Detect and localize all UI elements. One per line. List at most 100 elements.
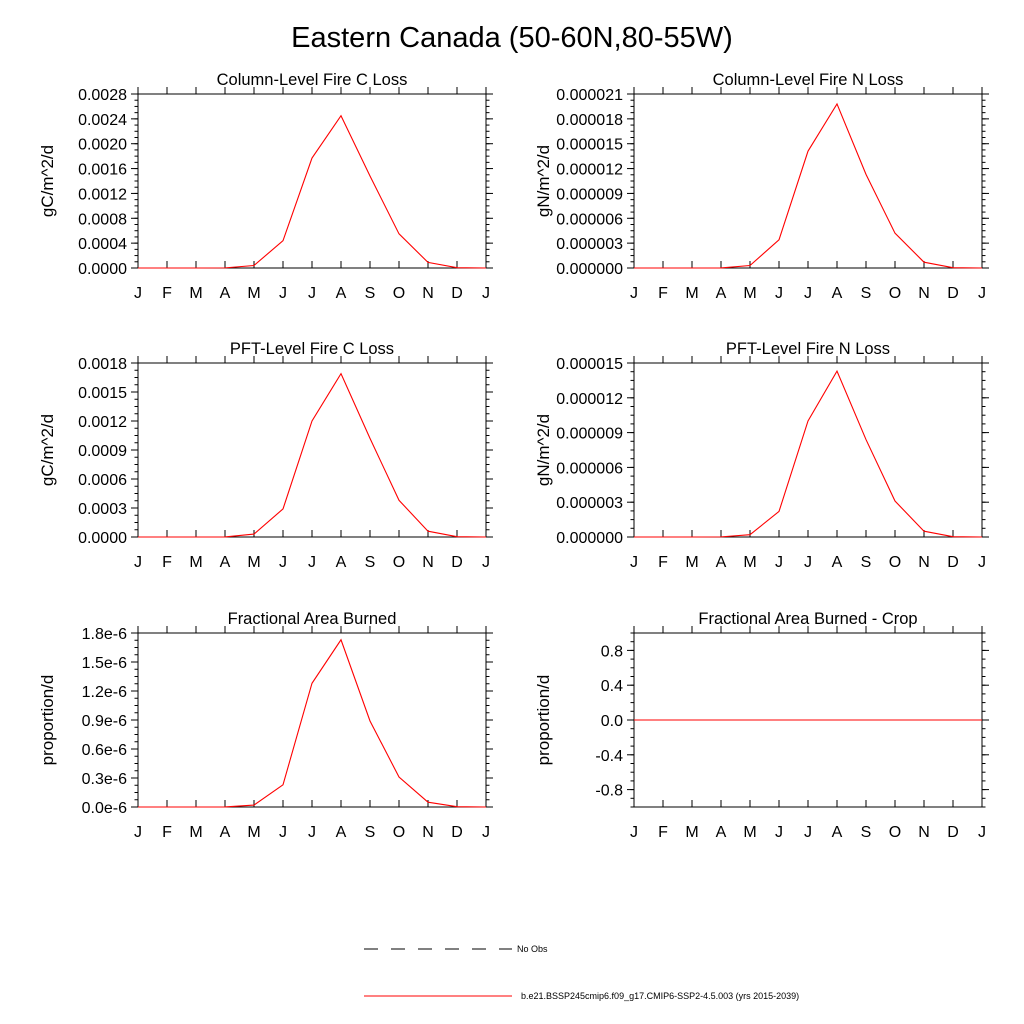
x-tick-label: D	[947, 554, 959, 571]
x-tick-label: J	[482, 285, 490, 302]
x-tick-label: M	[247, 554, 260, 571]
x-tick-label: D	[451, 554, 463, 571]
y-tick-label: 0.0024	[78, 112, 127, 129]
y-tick-label: 0.000015	[556, 137, 623, 154]
plot-frame	[137, 362, 487, 538]
x-tick-label: A	[336, 554, 347, 571]
y-tick-label: -0.8	[595, 783, 623, 800]
series-line-1	[138, 372, 487, 538]
chart-panel-6: Fractional Area Burned - Crop proportion/…	[534, 610, 989, 841]
y-tick-label: 0.0009	[78, 443, 127, 460]
x-tick-label: J	[482, 824, 490, 841]
x-tick-label: M	[189, 285, 202, 302]
x-tick-label: O	[889, 824, 901, 841]
x-tick-label: J	[804, 824, 812, 841]
x-tick-label: S	[365, 285, 376, 302]
chart-title: Column-Level Fire N Loss	[713, 71, 904, 89]
x-tick-label: A	[220, 285, 231, 302]
x-tick-label: D	[947, 285, 959, 302]
x-tick-label: M	[189, 554, 202, 571]
x-tick-label: F	[658, 285, 668, 302]
y-tick-label: 0.000000	[556, 261, 623, 278]
x-tick-label: J	[279, 824, 287, 841]
y-tick-label: 0.3e-6	[82, 771, 127, 788]
x-tick-label: J	[978, 824, 986, 841]
chart-title: PFT-Level Fire C Loss	[230, 340, 394, 358]
x-tick-label: J	[308, 554, 316, 571]
plot-frame	[633, 362, 983, 538]
y-tick-label: 0.0003	[78, 501, 127, 518]
y-tick-label: 0.000021	[556, 87, 623, 104]
y-tick-label: 0.000006	[556, 211, 623, 228]
x-tick-label: J	[134, 285, 142, 302]
y-tick-label: 0.0000	[78, 530, 127, 547]
x-tick-label: J	[978, 554, 986, 571]
series-line-1	[138, 638, 487, 808]
y-tick-label: 0.6e-6	[82, 742, 127, 759]
y-tick-label: 0.000018	[556, 112, 623, 129]
x-tick-label: M	[247, 824, 260, 841]
x-tick-label: M	[685, 824, 698, 841]
y-axis-label: gC/m^2/d	[38, 414, 57, 486]
legend-label-model: b.e21.BSSP245cmip6.f09_g17.CMIP6-SSP2-4.…	[521, 991, 799, 1001]
y-tick-label: 0.0028	[78, 87, 127, 104]
x-tick-label: J	[279, 554, 287, 571]
y-tick-label: 0.0018	[78, 356, 127, 373]
x-tick-label: F	[162, 285, 172, 302]
x-tick-label: A	[716, 285, 727, 302]
y-tick-label: 1.8e-6	[82, 626, 127, 643]
y-tick-label: 0.9e-6	[82, 713, 127, 730]
y-tick-label: 0.000012	[556, 391, 623, 408]
y-tick-label: 0.000015	[556, 356, 623, 373]
x-tick-label: J	[308, 824, 316, 841]
x-tick-label: D	[451, 285, 463, 302]
x-tick-label: M	[743, 554, 756, 571]
x-tick-label: J	[775, 285, 783, 302]
x-tick-label: F	[658, 554, 668, 571]
y-axis-label: gC/m^2/d	[38, 145, 57, 217]
y-tick-label: 0.000012	[556, 162, 623, 179]
x-tick-label: A	[716, 554, 727, 571]
y-tick-label: 0.000003	[556, 236, 623, 253]
y-tick-label: 0.000006	[556, 460, 623, 477]
x-tick-label: M	[247, 285, 260, 302]
x-tick-label: N	[422, 824, 434, 841]
x-tick-label: M	[685, 285, 698, 302]
x-tick-label: J	[978, 285, 986, 302]
x-tick-label: M	[743, 824, 756, 841]
x-tick-label: J	[804, 554, 812, 571]
y-axis-label: gN/m^2/d	[534, 145, 553, 217]
y-tick-label: 0.000009	[556, 186, 623, 203]
y-tick-label: 0.0000	[78, 261, 127, 278]
x-tick-label: A	[336, 285, 347, 302]
legend: No Obs b.e21.BSSP245cmip6.f09_g17.CMIP6-S…	[364, 944, 799, 1001]
x-tick-label: M	[685, 554, 698, 571]
x-tick-label: N	[422, 554, 434, 571]
y-tick-label: 0.0	[601, 713, 623, 730]
y-tick-label: 0.0012	[78, 414, 127, 431]
x-tick-label: D	[947, 824, 959, 841]
x-tick-label: M	[189, 824, 202, 841]
y-tick-label: 0.0020	[78, 137, 127, 154]
plot-frame	[137, 632, 487, 808]
x-tick-label: J	[630, 824, 638, 841]
page-title: Eastern Canada (50-60N,80-55W)	[291, 22, 733, 54]
y-tick-label: -0.4	[595, 748, 623, 765]
x-tick-label: N	[918, 285, 930, 302]
x-tick-label: S	[365, 554, 376, 571]
chart-title: Column-Level Fire C Loss	[217, 71, 408, 89]
chart-title: Fractional Area Burned	[228, 610, 397, 628]
x-tick-label: A	[832, 824, 843, 841]
y-tick-label: 0.000009	[556, 426, 623, 443]
y-tick-label: 0.0004	[78, 236, 127, 253]
y-tick-label: 0.000003	[556, 495, 623, 512]
x-tick-label: S	[861, 554, 872, 571]
x-tick-label: F	[162, 554, 172, 571]
x-tick-label: N	[918, 824, 930, 841]
y-tick-label: 0.000000	[556, 530, 623, 547]
